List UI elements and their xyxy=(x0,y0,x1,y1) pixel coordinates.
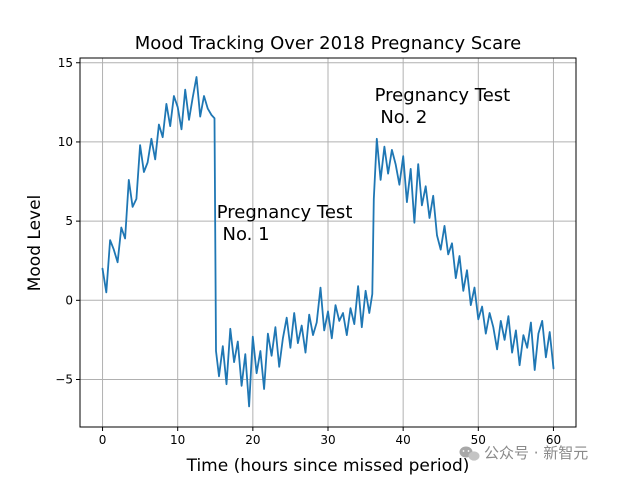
x-tick-label: 60 xyxy=(546,433,561,447)
x-tick-label: 20 xyxy=(245,433,260,447)
x-tick-label: 50 xyxy=(471,433,486,447)
grid xyxy=(80,58,576,427)
y-tick-label: 0 xyxy=(65,293,73,307)
annotation: Pregnancy Test No. 2 xyxy=(375,85,511,128)
y-tick-label: 15 xyxy=(58,56,73,70)
x-tick-label: 0 xyxy=(99,433,107,447)
watermark: 公众号 · 新智元 xyxy=(459,444,588,462)
x-tick-label: 40 xyxy=(396,433,411,447)
annotation: Pregnancy Test No. 1 xyxy=(217,202,353,245)
x-axis-label: Time (hours since missed period) xyxy=(186,456,470,476)
series-line xyxy=(101,76,555,408)
annotations: Pregnancy Test No. 1 Pregnancy Test No. 2 xyxy=(217,85,510,245)
y-tick-label: 10 xyxy=(58,135,73,149)
y-axis-label: Mood Level xyxy=(25,195,45,292)
x-tick-label: 30 xyxy=(320,433,335,447)
wechat-icon xyxy=(459,446,480,461)
y-tick-label: −5 xyxy=(55,372,73,386)
y-tick-label: 5 xyxy=(65,214,73,228)
x-tick-label: 10 xyxy=(170,433,185,447)
series-layer xyxy=(101,76,555,408)
ticks: 0 10 20 30 40 50 60 −5 0 5 10 15 xyxy=(55,56,561,447)
watermark-text: 公众号 · 新智元 xyxy=(484,444,588,462)
chart-title: Mood Tracking Over 2018 Pregnancy Scare xyxy=(135,33,522,54)
